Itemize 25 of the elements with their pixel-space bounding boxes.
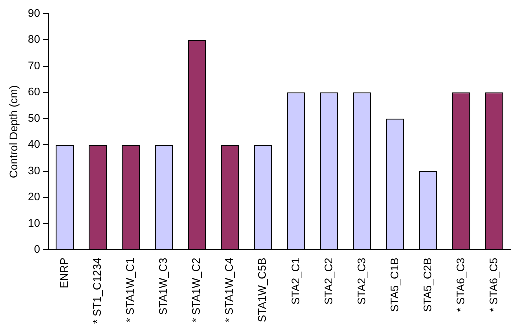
y-tick-label: 50 — [28, 112, 40, 125]
y-tick-label: 20 — [28, 192, 40, 204]
y-tick-label: 60 — [28, 86, 40, 99]
x-tick-label: STA2_C1 — [290, 258, 302, 305]
x-tick-label: * STA1W_C2 — [191, 258, 204, 323]
x-tick-label: ENRP — [58, 258, 71, 289]
y-tick-label: 70 — [28, 60, 40, 72]
y-tick-label: 80 — [28, 34, 40, 46]
x-tick-label: * STA6_C3 — [455, 258, 468, 312]
y-tick-label: 0 — [34, 244, 40, 256]
x-tick-label: STA5_C1B — [389, 258, 402, 312]
x-tick-label: * ST1_C1234 — [92, 258, 104, 324]
x-tick-label: STA5_C2B — [422, 258, 434, 312]
x-tick-label: STA2_C3 — [356, 258, 368, 305]
x-tick-label: * STA6_C5 — [488, 258, 501, 312]
y-tick-label: 10 — [28, 218, 40, 230]
x-tick-label: STA1W_C5B — [257, 258, 270, 323]
x-tick-label: * STA1W_C4 — [224, 258, 236, 323]
y-tick-label: 90 — [28, 8, 40, 20]
x-tick-label: STA1W_C3 — [158, 258, 170, 316]
x-tick-label: STA2_C2 — [323, 258, 336, 305]
y-tick-label: 40 — [28, 139, 40, 152]
x-tick-label: * STA1W_C1 — [125, 258, 138, 323]
y-axis-title: Control Depth (cm) — [8, 86, 21, 178]
y-tick-label: 30 — [28, 165, 40, 178]
